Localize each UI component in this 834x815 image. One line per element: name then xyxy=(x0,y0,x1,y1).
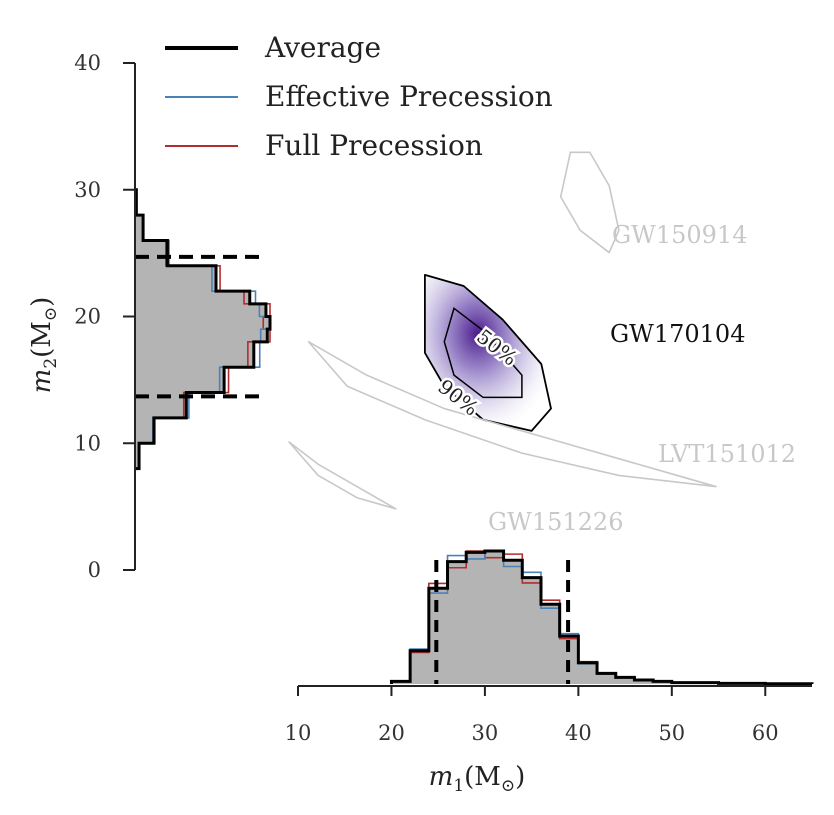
event-contours: 50%50%90%90%GW150914GW170104LVT151012GW1… xyxy=(288,151,796,536)
event-label-1: GW170104 xyxy=(610,320,745,348)
contour-2 xyxy=(307,340,717,488)
gw170104-50pct-contour xyxy=(443,307,523,399)
histogram-fills xyxy=(135,189,812,684)
contour-0 xyxy=(559,151,620,254)
legend-label-2: Full Precession xyxy=(265,129,483,162)
event-label-0: GW150914 xyxy=(612,221,747,249)
x-tick-label-0: 10 xyxy=(285,721,312,745)
m1-step-0 xyxy=(389,549,814,686)
event-label-2: LVT151012 xyxy=(658,440,796,468)
legend: Average Effective Precession Full Precessi… xyxy=(165,31,553,162)
y-axis-title: m2(M⊙) xyxy=(27,297,61,394)
histogram-steps xyxy=(134,188,814,686)
y-tick-label-2: 20 xyxy=(74,305,101,329)
legend-label-0: Average xyxy=(264,31,381,64)
x-axis-title: m1(M⊙) xyxy=(429,762,526,796)
gw170104-density xyxy=(424,274,551,431)
axes: 10 20 30 40 50 60 0 10 20 30 40 xyxy=(74,51,812,745)
contour-1 xyxy=(424,273,552,432)
m2-step-0 xyxy=(134,188,272,471)
event-label-3: GW151226 xyxy=(488,508,623,536)
y-tick-label-4: 40 xyxy=(74,51,101,75)
y-tick-label-1: 10 xyxy=(74,431,101,455)
x-tick-label-1: 20 xyxy=(378,721,405,745)
x-tick-label-4: 50 xyxy=(658,721,685,745)
m1-density-fill xyxy=(391,551,812,684)
x-tick-label-5: 60 xyxy=(752,721,779,745)
x-tick-label-3: 40 xyxy=(565,721,592,745)
y-tick-label-0: 0 xyxy=(88,558,101,582)
y-tick-label-3: 30 xyxy=(74,178,101,202)
legend-label-1: Effective Precession xyxy=(265,80,553,113)
m2-density-fill xyxy=(135,189,270,469)
x-tick-label-2: 30 xyxy=(472,721,499,745)
contour-3 xyxy=(288,441,397,510)
